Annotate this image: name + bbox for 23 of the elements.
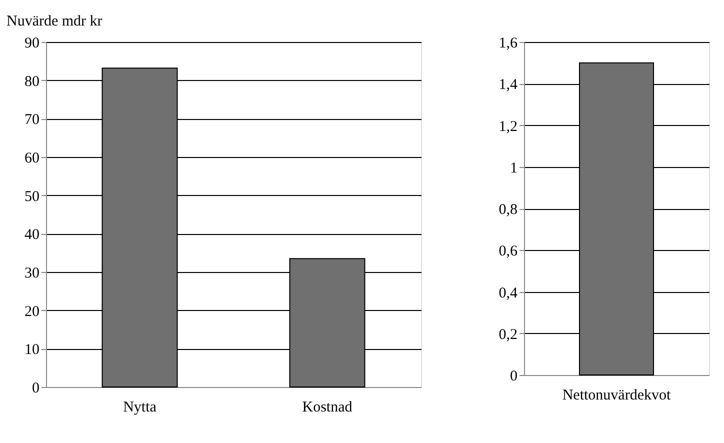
y-tick-label: 1 [510, 160, 518, 176]
y-tick-label: 80 [24, 74, 40, 90]
y-tick-label: 50 [24, 188, 40, 205]
x-tick-label: Nytta [123, 400, 157, 416]
y-tick-label: 90 [24, 36, 40, 52]
y-tick-label: 10 [24, 342, 40, 358]
x-tick-label: Kostnad [302, 400, 353, 416]
y-tick-label: 0,4 [498, 285, 518, 302]
y-tick-label: 0,8 [498, 202, 518, 218]
y-tick-label: 20 [24, 304, 40, 320]
y-tick-label: 1,2 [498, 118, 518, 135]
y-tick-label: 30 [24, 266, 40, 282]
y-tick-label: 0,6 [498, 244, 518, 260]
y-tick-label: 0 [510, 368, 518, 384]
y-axis-title: Nuvärde mdr kr [6, 14, 102, 30]
y-tick-label: 60 [24, 150, 40, 166]
y-tick-label: 0,2 [498, 326, 518, 343]
y-tick-label: 70 [24, 112, 40, 128]
x-tick-label: Nettonuvärdekvot [562, 388, 672, 404]
y-tick-label: 1,4 [498, 77, 518, 94]
y-tick-label: 1,6 [498, 36, 518, 52]
y-tick-label: 40 [24, 227, 40, 244]
y-tick-label: 0 [32, 380, 40, 396]
